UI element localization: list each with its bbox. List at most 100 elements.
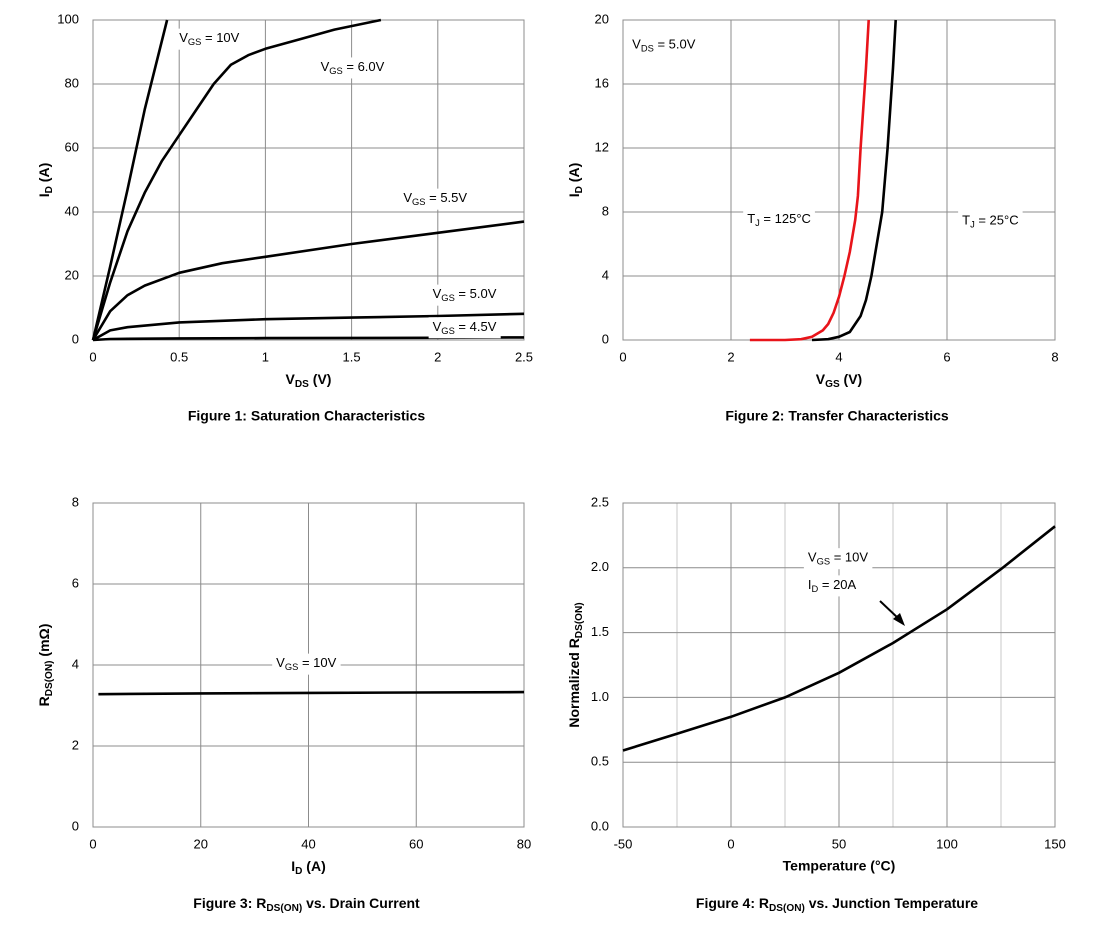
text-part: = 5.0V [455,287,497,302]
plot-border [622,19,1056,341]
text-part: vs. Junction Temperature [805,895,978,911]
data-line [811,19,897,342]
data-line [622,525,1056,752]
annotation-background [803,548,873,570]
annotation: VGS = 10V [179,31,239,48]
y-axis-label: ID (A) [36,163,55,198]
text-part: I [36,193,52,197]
text-part: (A) [302,858,325,874]
text-part: = 6.0V [343,59,385,74]
annotation: TJ = 25°C [962,213,1019,230]
annotation: VGS = 5.0V [433,287,497,304]
annotation: VGS = 10V [808,550,868,567]
text-part: = 10V [201,31,239,46]
x-axis-label: ID (A) [291,858,326,877]
subscript: GS [817,557,831,567]
text-part: (V) [840,371,863,387]
subscript: DS(ON) [769,903,805,914]
x-tick-label: 50 [832,836,846,851]
subscript: GS [441,294,455,304]
text-part: = 20A [818,577,856,592]
subscript: GS [412,198,426,208]
text-part: V [276,656,285,671]
x-tick-label: 8 [1051,349,1058,364]
annotation-background [428,284,501,306]
text-part: V [816,371,826,387]
y-axis-label: RDS(ON) (mΩ) [36,624,55,707]
annotation: VGS = 6.0V [321,59,385,76]
x-axis-label: VGS (V) [816,371,862,390]
text-part: (V) [309,371,332,387]
annotation-background [958,211,1023,233]
x-tick-label: 2 [434,349,441,364]
annotation-background [628,35,700,57]
x-tick-label: 0 [619,349,626,364]
y-tick-label: 40 [65,203,79,218]
chart-title: Figure 4: RDS(ON) vs. Junction Temperatu… [696,895,978,914]
y-tick-label: 20 [65,267,79,282]
x-tick-label: 2 [727,349,734,364]
x-tick-label: 0 [727,836,734,851]
subscript: GS [441,326,455,336]
x-tick-label: 20 [194,836,208,851]
data-line [92,312,525,342]
y-tick-label: 8 [72,494,79,509]
y-tick-label: 0 [72,818,79,833]
text-part: V [321,59,330,74]
plot-border [92,502,525,828]
text-part: V [179,31,188,46]
text-part: Normalized R [566,638,582,727]
y-tick-label: 0.5 [591,754,609,769]
subscript: DS(ON) [574,602,585,638]
y-tick-label: 16 [595,75,609,90]
x-tick-label: 0 [89,836,96,851]
subscript: DS(ON) [266,903,302,914]
y-tick-label: 0 [72,331,79,346]
annotation: VGS = 5.5V [403,191,467,208]
chart-title: Figure 2: Transfer Characteristics [725,408,949,424]
y-tick-label: 1.5 [591,624,609,639]
text-part: = 5.5V [426,191,468,206]
text-part: Figure 3: R [193,895,266,911]
x-tick-label: 1 [262,349,269,364]
x-tick-label: 100 [936,836,958,851]
text-part: (mΩ) [36,624,52,661]
text-part: V [433,287,442,302]
subscript: D [44,186,55,193]
subscript: GS [188,38,202,48]
chart-title: Figure 3: RDS(ON) vs. Drain Current [193,895,420,914]
data-line [98,690,525,696]
text-part: I [566,193,582,197]
subscript: DS(ON) [44,660,55,696]
text-part: V [433,319,442,334]
text-part: = 125°C [760,211,811,226]
text-part: Figure 4: R [696,895,769,911]
y-tick-label: 60 [65,139,79,154]
subscript: J [755,218,760,228]
y-tick-label: 20 [595,11,609,26]
text-part: T [747,211,755,226]
annotation: VGS = 4.5V [433,319,497,336]
text-part: I [808,577,812,592]
x-tick-label: -50 [614,836,633,851]
y-tick-label: 8 [602,203,609,218]
subscript: J [970,220,975,230]
text-part: R [36,696,52,706]
y-tick-label: 4 [72,656,79,671]
y-tick-label: 12 [595,139,609,154]
y-tick-label: 6 [72,575,79,590]
x-axis-label: Temperature (°C) [783,858,896,874]
text-part: = 5.0V [654,37,696,52]
chart-title: Figure 1: Saturation Characteristics [188,408,426,424]
text-part: = 4.5V [455,319,497,334]
x-tick-label: 150 [1044,836,1066,851]
subscript: DS [641,44,654,54]
subscript: D [295,866,302,877]
x-tick-label: 6 [943,349,950,364]
text-part: = 10V [298,656,336,671]
arrow-head [893,613,905,626]
y-tick-label: 2.5 [591,494,609,509]
annotation: TJ = 125°C [747,211,811,228]
y-tick-label: 1.0 [591,689,609,704]
